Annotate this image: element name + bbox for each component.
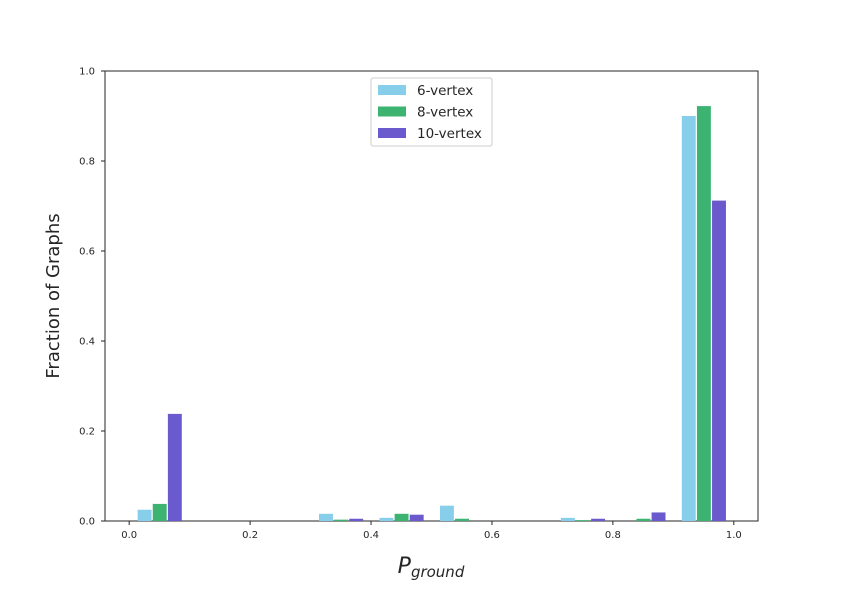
x-tick-label: 0.2 [242,530,258,541]
bar-8-vertex-6 [636,518,651,521]
plot-frame [104,70,759,522]
legend-label-8-vertex: 8-vertex [417,105,473,121]
bar-6-vertex-4 [439,505,454,521]
bar-6-vertex-3 [379,517,394,521]
legend: 6-vertex 8-vertex 10-vertex [370,77,493,147]
bar-10-vertex-5 [591,518,606,521]
y-tick-label: 0.2 [79,427,95,438]
bar-8-vertex-5 [576,520,590,521]
legend-swatch-10-vertex [378,128,406,138]
y-tick-label: 0.4 [79,337,95,348]
legend-swatch-6-vertex [378,85,406,95]
legend-label-10-vertex: 10-vertex [417,126,482,142]
x-axis-ticks: 0.0 0.2 0.4 0.6 0.8 1.0 [121,521,742,541]
x-tick-label: 0.6 [484,530,500,541]
bar-8-vertex-4 [455,518,469,521]
x-tick-label: 1.0 [726,530,742,541]
bar-10-vertex-6 [651,512,666,521]
x-tick-label: 0.8 [605,530,621,541]
bar-8-vertex-7 [696,106,711,521]
legend-label-6-vertex: 6-vertex [417,83,473,99]
y-axis-title: Fraction of Graphs [43,213,64,378]
bar-6-vertex-0 [137,509,152,521]
y-axis-ticks: 0.0 0.2 0.4 0.6 0.8 1.0 [79,67,105,528]
bar-group [137,106,726,521]
legend-swatch-8-vertex [378,106,406,117]
bar-8-vertex-3 [394,513,409,521]
x-axis-title: Pground [398,554,465,581]
y-tick-label: 1.0 [79,67,95,78]
bar-8-vertex-0 [152,503,167,521]
x-axis-title-main: P [398,554,412,579]
x-tick-label: 0.4 [363,530,379,541]
y-tick-label: 0.8 [79,157,95,168]
bar-10-vertex-7 [712,200,726,521]
bar-8-vertex-2 [334,519,349,521]
bar-6-vertex-7 [681,116,696,521]
plot-area: 0.0 0.2 0.4 0.6 0.8 1.0 0.0 0.2 0.4 0.6 0.8 1.0 [79,67,759,541]
y-tick-label: 0.0 [79,517,95,528]
y-tick-label: 0.6 [79,247,95,258]
bar-6-vertex-5 [560,517,575,521]
bar-10-vertex-3 [409,514,424,521]
bar-10-vertex-0 [167,413,182,521]
bar-6-vertex-2 [319,513,333,521]
x-axis-title-subscript: ground [411,563,465,581]
bar-10-vertex-2 [349,518,364,521]
x-tick-label: 0.0 [121,530,137,541]
